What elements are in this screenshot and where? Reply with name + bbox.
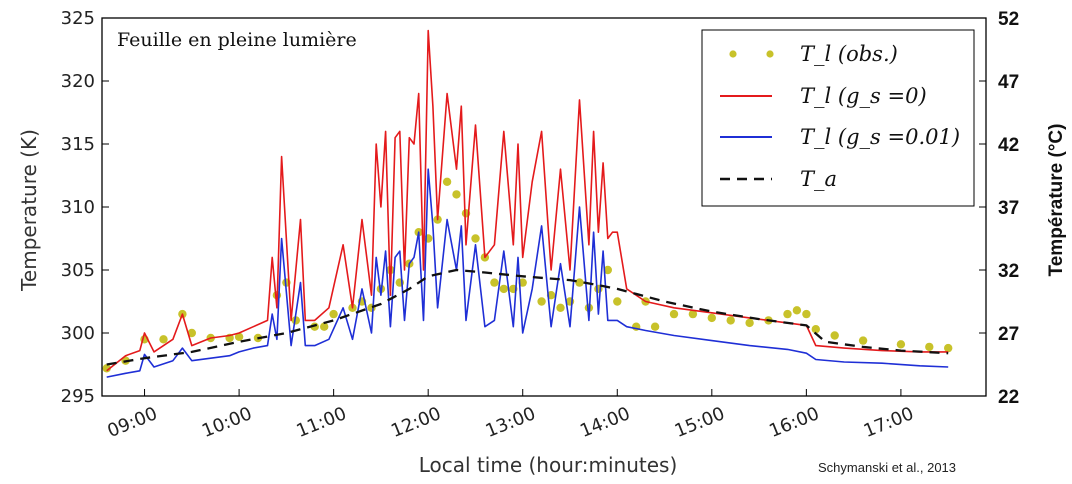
legend-item-ta: T_a xyxy=(720,167,837,191)
x-tick-label: 11:00 xyxy=(294,403,350,442)
obs-point xyxy=(745,318,754,328)
obs-point xyxy=(811,325,820,334)
y-tick-label: 300 xyxy=(61,323,95,344)
y2-tick-label: 37 xyxy=(998,198,1019,219)
obs-point xyxy=(291,316,300,325)
x-tick-label: 15:00 xyxy=(672,403,728,442)
y-tick-label: 310 xyxy=(61,197,95,218)
obs-point xyxy=(490,278,499,287)
y2-tick-label: 42 xyxy=(998,135,1019,156)
obs-point xyxy=(896,340,906,349)
obs-point xyxy=(187,328,196,338)
x-tick-label: 14:00 xyxy=(577,403,633,442)
y-tick-label: 315 xyxy=(61,134,95,155)
obs-point xyxy=(159,335,168,344)
obs-point xyxy=(726,316,735,325)
obs-point xyxy=(320,322,329,331)
obs-point xyxy=(234,332,244,341)
legend-marker-obs xyxy=(766,50,774,58)
obs-point xyxy=(613,297,622,306)
series-line-gs001 xyxy=(106,168,949,378)
series-ta xyxy=(106,268,949,366)
plot-area xyxy=(102,29,953,378)
y2-tick-label: 47 xyxy=(998,72,1019,93)
obs-point xyxy=(367,303,376,312)
obs-point xyxy=(537,297,546,306)
obs-point xyxy=(830,331,839,340)
obs-point xyxy=(575,278,584,287)
obs-point xyxy=(442,177,452,186)
obs-point xyxy=(688,309,698,319)
x-tick-label: 09:00 xyxy=(104,403,160,442)
y2-axis-label: Température (°C) xyxy=(1046,124,1067,277)
obs-point xyxy=(858,336,868,345)
obs-point xyxy=(783,309,792,319)
x-axis-label: Local time (hour:minutes) xyxy=(419,453,678,477)
x-tick-label: 13:00 xyxy=(483,403,539,442)
y-tick-label: 305 xyxy=(61,260,95,281)
y-tick-label: 320 xyxy=(61,71,95,92)
y-tick-label: 295 xyxy=(61,386,95,407)
x-tick-label: 17:00 xyxy=(861,403,917,442)
series-line-ta xyxy=(106,268,949,366)
credit-text: Schymanski et al., 2013 xyxy=(818,460,956,475)
x-tick-label: 12:00 xyxy=(388,403,444,442)
legend-item-gs001: T_l (g_s =0.01) xyxy=(720,125,960,149)
obs-point xyxy=(518,278,527,287)
obs-point xyxy=(669,309,679,319)
obs-point xyxy=(603,265,612,275)
obs-point xyxy=(452,190,461,199)
obs-point xyxy=(499,284,508,294)
obs-point xyxy=(556,303,565,312)
obs-point xyxy=(802,309,811,319)
obs-point xyxy=(944,343,953,353)
y2-tick-label: 32 xyxy=(998,261,1019,282)
legend-label-gs0: T_l (g_s =0) xyxy=(800,84,927,108)
obs-point xyxy=(707,313,716,323)
obs-point xyxy=(329,309,338,319)
series-gs0 xyxy=(106,29,949,372)
x-tick-label: 16:00 xyxy=(766,403,822,442)
y2-tick-label: 22 xyxy=(998,387,1019,408)
y2-tick-label: 52 xyxy=(998,9,1019,30)
y-axis-label: Temperature (K) xyxy=(17,129,41,292)
obs-point xyxy=(792,306,802,315)
y-tick-label: 325 xyxy=(61,8,95,29)
series-line-gs0 xyxy=(106,29,949,372)
legend-item-obs: T_l (obs.) xyxy=(729,42,898,66)
obs-point xyxy=(310,322,319,331)
series-gs001 xyxy=(106,168,949,378)
legend-label-gs001: T_l (g_s =0.01) xyxy=(800,125,960,149)
legend-label-obs: T_l (obs.) xyxy=(800,42,898,66)
obs-point xyxy=(925,342,934,352)
legend-box xyxy=(701,29,975,207)
legend-item-gs0: T_l (g_s =0) xyxy=(720,84,927,108)
obs-point xyxy=(471,234,480,243)
y2-tick-label: 27 xyxy=(998,324,1019,345)
legend-label-ta: T_a xyxy=(800,167,837,191)
x-tick-label: 10:00 xyxy=(199,403,255,442)
chart-annotation: Feuille en pleine lumière xyxy=(117,29,357,51)
obs-point xyxy=(102,364,111,373)
legend: T_l (obs.) T_l (g_s =0) T_l (g_s =0.01) … xyxy=(701,29,975,207)
obs-point xyxy=(650,322,660,331)
legend-marker-obs xyxy=(729,50,737,58)
